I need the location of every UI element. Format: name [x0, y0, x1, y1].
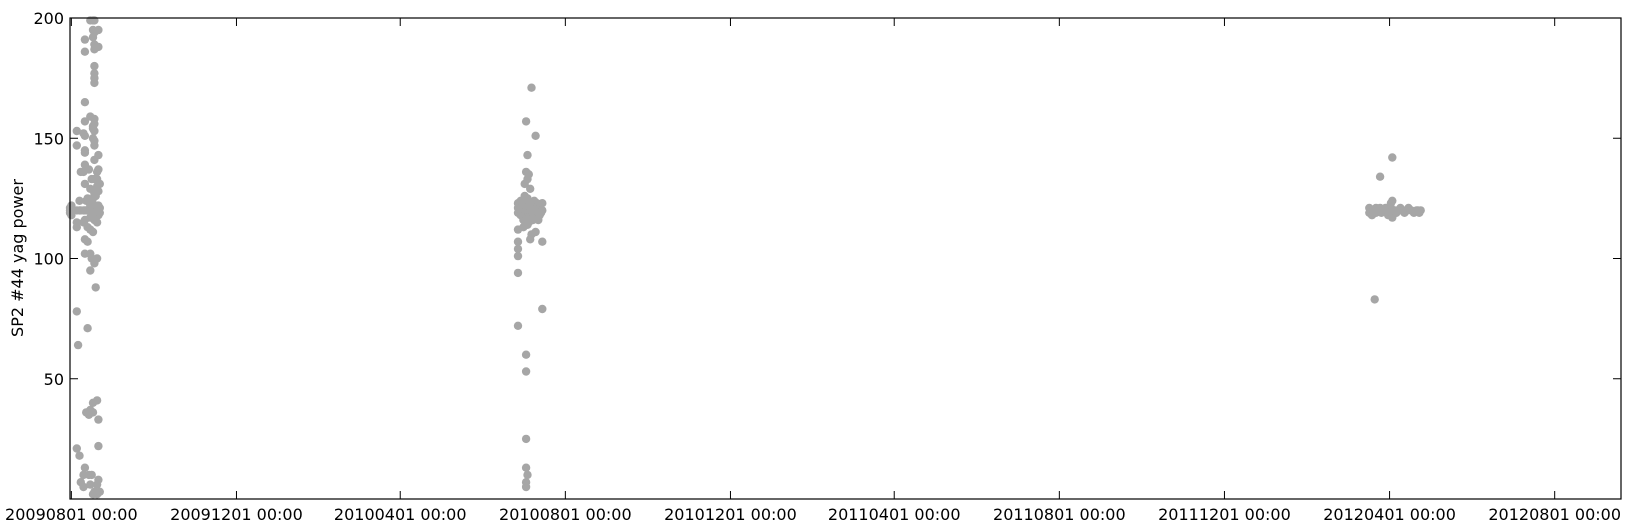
data-point: [94, 475, 103, 484]
data-point: [521, 350, 531, 359]
x-tick-label: 20090801 00:00: [5, 505, 138, 524]
data-point: [95, 208, 105, 217]
x-tick-label: 20091201 00:00: [170, 505, 303, 524]
data-point: [88, 408, 98, 417]
data-point: [538, 304, 547, 314]
data-point: [72, 141, 82, 150]
data-point: [94, 165, 103, 174]
data-point: [521, 482, 531, 492]
data-point: [72, 307, 82, 316]
data-point: [538, 237, 547, 246]
data-point: [92, 254, 102, 263]
data-point: [67, 211, 76, 220]
data-points-layer: [65, 16, 1425, 499]
data-point: [72, 218, 82, 227]
data-point: [80, 117, 90, 126]
data-point: [94, 42, 103, 52]
data-point: [72, 444, 82, 453]
data-point: [80, 148, 90, 157]
data-point: [75, 196, 84, 205]
x-tick-label: 20111201 00:00: [1158, 505, 1291, 524]
data-point: [94, 187, 103, 196]
data-point: [527, 83, 536, 92]
data-point: [80, 47, 90, 56]
y-tick-label: 200: [33, 9, 64, 28]
data-point: [80, 131, 90, 140]
data-point: [72, 126, 82, 136]
data-point: [80, 179, 90, 189]
data-point: [1370, 295, 1379, 304]
data-point: [88, 227, 98, 237]
data-point: [1388, 196, 1397, 205]
data-point: [95, 179, 105, 189]
x-tick-label: 20110401 00:00: [828, 505, 961, 524]
data-point: [83, 237, 92, 246]
data-point: [67, 201, 76, 210]
data-point: [80, 463, 90, 472]
x-tick-label: 20110801 00:00: [993, 505, 1126, 524]
data-point: [521, 117, 531, 126]
x-tick-label: 20100401 00:00: [334, 505, 467, 524]
data-point: [90, 126, 99, 136]
data-point: [95, 487, 105, 496]
x-tick-label: 20120801 00:00: [1488, 505, 1621, 524]
data-point: [538, 199, 547, 208]
data-point: [531, 227, 540, 237]
x-tick-label: 20100801 00:00: [499, 505, 632, 524]
data-point: [531, 131, 540, 140]
data-point: [94, 415, 103, 424]
data-point: [94, 441, 103, 451]
data-point: [513, 237, 523, 246]
data-point: [80, 98, 90, 107]
data-point: [75, 451, 84, 460]
axis-tick-labels-layer: 20090801 00:00 20091201 00:00 20100401 00:…: [5, 9, 1621, 524]
data-point: [523, 150, 532, 160]
y-tick-label: 50: [44, 370, 64, 389]
data-point: [94, 150, 103, 160]
data-point: [92, 218, 102, 227]
data-point: [94, 25, 103, 35]
data-point: [1416, 206, 1425, 215]
data-point: [90, 61, 99, 71]
data-point: [73, 340, 83, 350]
data-point: [521, 367, 531, 376]
data-point: [84, 165, 94, 174]
data-point: [526, 184, 535, 193]
data-point: [90, 141, 99, 150]
data-point: [79, 482, 88, 492]
x-tick-label: 20120401 00:00: [1323, 505, 1456, 524]
data-point: [83, 324, 92, 333]
data-point: [524, 170, 533, 179]
data-point: [80, 35, 90, 44]
data-point: [513, 244, 523, 254]
data-point: [90, 78, 99, 88]
data-point: [87, 470, 96, 480]
data-point: [521, 463, 531, 472]
data-point: [1375, 172, 1385, 181]
data-point: [91, 283, 100, 292]
data-point: [523, 470, 532, 480]
x-tick-label: 20101201 00:00: [664, 505, 797, 524]
y-axis-label: SP2 #44 yag power: [8, 179, 27, 337]
data-point: [513, 268, 523, 278]
data-point: [521, 434, 531, 444]
data-point: [90, 119, 99, 128]
data-point: [513, 321, 523, 330]
y-tick-label: 100: [33, 250, 64, 269]
data-point: [86, 266, 95, 275]
data-point: [86, 480, 95, 489]
data-point: [92, 396, 102, 405]
data-point: [538, 206, 547, 215]
data-point: [513, 251, 523, 261]
data-point: [1388, 153, 1397, 162]
y-tick-label: 150: [33, 129, 64, 148]
axis-ticks-layer: [70, 17, 1621, 499]
